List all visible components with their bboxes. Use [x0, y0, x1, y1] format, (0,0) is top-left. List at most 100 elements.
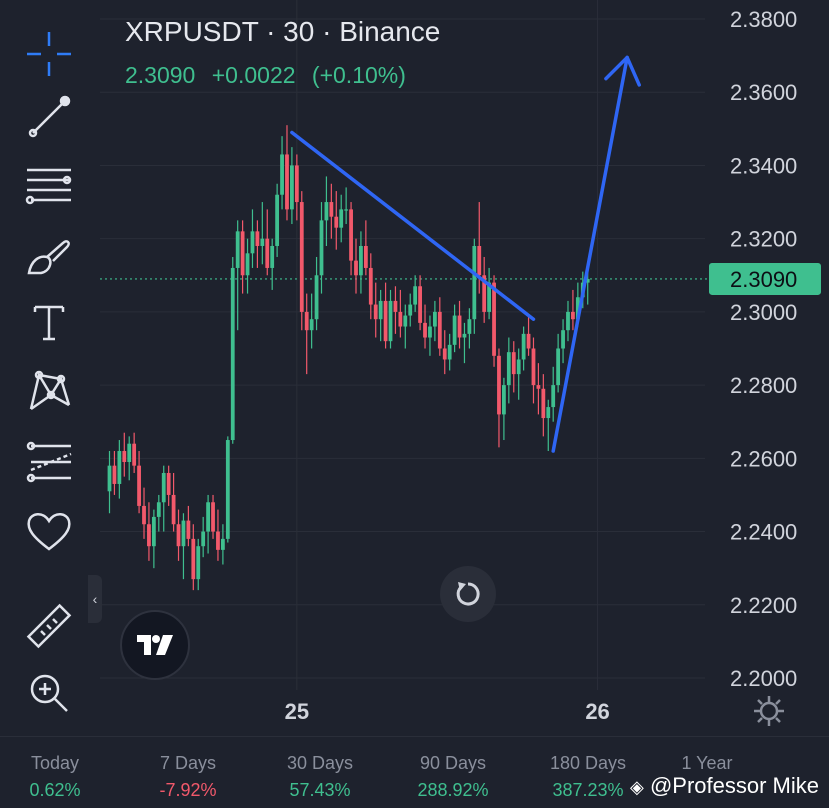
candle [290, 147, 294, 225]
candle [339, 194, 344, 243]
period-1-year[interactable]: 1 Year [660, 753, 754, 780]
candle-body [137, 465, 141, 506]
candle-body [526, 333, 531, 349]
candle-body [354, 260, 358, 276]
period-label: 7 Days [159, 753, 217, 773]
candle-body [225, 440, 230, 539]
candle-body [230, 267, 235, 441]
candle [452, 304, 457, 353]
candle [531, 337, 536, 404]
last-price-badge-label: 2.3090 [730, 267, 797, 292]
price-chart[interactable]: 2.3800 2.3600 2.3400 2.3200 2.3000 2.2800 2.26… [100, 0, 829, 736]
price-tick-label: 2.3000 [730, 300, 797, 325]
candle-body [511, 352, 516, 375]
period-90-days[interactable]: 90 Days 288.92% [406, 753, 500, 801]
candle-body [452, 315, 457, 345]
candle-body [349, 209, 353, 261]
period-180-days[interactable]: 180 Days 387.23% [541, 753, 635, 801]
candle [354, 238, 358, 294]
candle [566, 300, 570, 342]
candle [546, 399, 551, 452]
candle [191, 524, 196, 591]
candle [137, 451, 141, 514]
forecast-arrow-head [604, 55, 641, 87]
candle-body [324, 202, 329, 221]
candle-body [176, 524, 181, 547]
candle-body [117, 451, 122, 484]
favorites-heart-icon[interactable] [22, 506, 76, 556]
candle-body [206, 502, 210, 532]
brush-icon[interactable] [22, 232, 76, 282]
candle [442, 330, 447, 375]
candle [250, 209, 255, 268]
candle [363, 220, 368, 276]
candle [536, 363, 541, 415]
period-7-days[interactable]: 7 Days -7.92% [141, 753, 235, 801]
price-change: +0.0022 [211, 62, 296, 88]
ruler-icon[interactable] [22, 602, 76, 652]
candle [418, 275, 422, 331]
forecast-icon[interactable] [22, 437, 76, 487]
candle [324, 176, 329, 246]
candle-body [546, 407, 551, 419]
candle [122, 432, 127, 477]
candle [432, 300, 437, 342]
tradingview-logo[interactable] [120, 610, 190, 680]
candle [156, 494, 161, 532]
candle [260, 202, 265, 265]
trend-line-icon[interactable] [22, 92, 76, 142]
candle-body [378, 300, 383, 320]
pattern-icon[interactable] [22, 366, 76, 416]
candle-body [432, 311, 437, 327]
period-label: 90 Days [419, 753, 487, 773]
candle [502, 377, 506, 441]
reset-chart-button[interactable] [440, 566, 496, 622]
performance-bar: Today 0.62% 7 Days -7.92% 30 Days 57.43%… [0, 736, 829, 808]
candle-body [265, 238, 270, 268]
candle [467, 308, 472, 349]
candle [482, 256, 487, 323]
chart-area[interactable]: 2.3800 2.3600 2.3400 2.3200 2.3000 2.2800 2.26… [100, 0, 829, 736]
forecast-arrow-shaft [551, 55, 629, 453]
candle [571, 289, 575, 331]
candle [457, 300, 462, 349]
candle-body [418, 286, 422, 323]
candle-body [290, 165, 294, 210]
candle [314, 256, 319, 331]
candle [497, 348, 501, 448]
candle-body [285, 154, 289, 210]
candle [171, 472, 176, 532]
tv-logo-icon [137, 635, 173, 655]
grid [100, 0, 709, 690]
candle-body [151, 516, 156, 547]
candle-body [403, 315, 408, 327]
text-icon[interactable] [22, 298, 76, 348]
fib-retracement-icon[interactable] [22, 161, 76, 211]
period-today[interactable]: Today 0.62% [8, 753, 102, 801]
candle-body [521, 333, 526, 360]
chart-settings-button[interactable] [752, 694, 786, 733]
toolbar-collapse-button[interactable]: ‹ [88, 575, 102, 623]
candle [132, 432, 137, 473]
candle-body [467, 319, 472, 334]
zoom-in-icon[interactable] [22, 668, 76, 718]
period-30-days[interactable]: 30 Days 57.43% [273, 753, 367, 801]
price-tick-label: 2.3600 [730, 80, 797, 105]
period-label: Today [30, 753, 80, 773]
candle-body [531, 348, 536, 386]
candle-body [314, 275, 319, 320]
candle-body [240, 231, 245, 276]
candle [265, 209, 270, 276]
crosshair-icon[interactable] [22, 29, 76, 79]
candle-body [556, 348, 561, 386]
candle-body [457, 315, 462, 338]
candle [201, 516, 206, 558]
candle [487, 267, 492, 320]
candle-body [201, 531, 206, 547]
gear-icon [754, 696, 784, 726]
candle-body [250, 231, 255, 254]
candle [181, 513, 186, 580]
candle [166, 465, 171, 506]
candle-body [255, 231, 260, 246]
last-price-badge-bg [709, 262, 821, 295]
